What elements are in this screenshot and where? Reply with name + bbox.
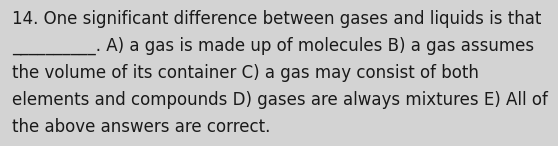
Text: elements and compounds D) gases are always mixtures E) All of: elements and compounds D) gases are alwa… (12, 91, 548, 109)
Text: __________. A) a gas is made up of molecules B) a gas assumes: __________. A) a gas is made up of molec… (12, 37, 535, 55)
Text: the above answers are correct.: the above answers are correct. (12, 118, 271, 136)
Text: 14. One significant difference between gases and liquids is that: 14. One significant difference between g… (12, 10, 542, 28)
Text: the volume of its container C) a gas may consist of both: the volume of its container C) a gas may… (12, 64, 479, 82)
